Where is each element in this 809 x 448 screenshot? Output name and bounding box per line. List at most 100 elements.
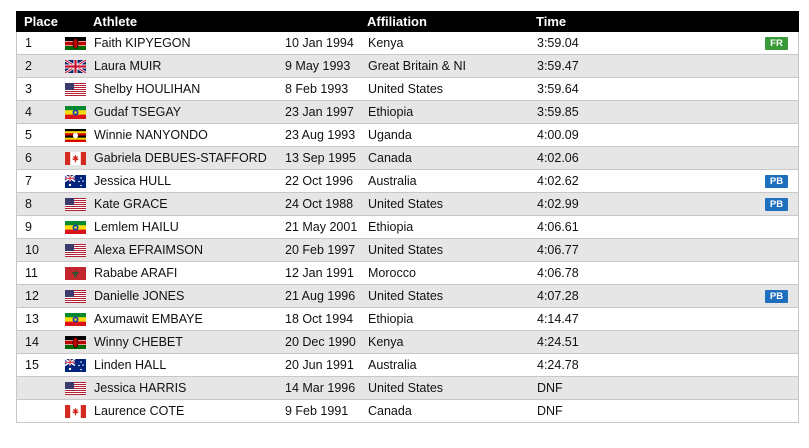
table-row: 10 Alexa EFRAIMSON 20 Feb 1997 United State… xyxy=(16,239,799,262)
athlete-name[interactable]: Danielle JONES xyxy=(94,289,185,303)
kenya-flag-icon xyxy=(65,336,86,349)
time-cell: 4:02.06 xyxy=(537,151,579,165)
athlete-name[interactable]: Axumawit EMBAYE xyxy=(94,312,203,326)
time-cell: 4:14.47 xyxy=(537,312,579,326)
place-cell: 6 xyxy=(25,151,32,165)
place-cell: 11 xyxy=(25,266,38,280)
time-cell: DNF xyxy=(537,381,563,395)
table-row: 11 Rababe ARAFI 12 Jan 1991 Morocco 4:06.78 xyxy=(16,262,799,285)
time-cell: 4:24.78 xyxy=(537,358,579,372)
affiliation-cell: Uganda xyxy=(368,128,412,142)
affiliation-cell: Kenya xyxy=(368,36,404,50)
affiliation-cell: Morocco xyxy=(368,266,416,280)
time-cell: 4:02.62 xyxy=(537,174,579,188)
ethiopia-flag-icon xyxy=(65,106,86,119)
place-cell: 14 xyxy=(25,335,39,349)
athlete-name[interactable]: Jessica HARRIS xyxy=(94,381,187,395)
table-row: 8 Kate GRACE 24 Oct 1988 United States 4:02.… xyxy=(16,193,799,216)
place-cell: 7 xyxy=(25,174,32,188)
athlete-name[interactable]: Alexa EFRAIMSON xyxy=(94,243,204,257)
table-row: 15 Linden HALL 20 Jun 1991 Australia 4:24.78 xyxy=(16,354,799,377)
morocco-flag-icon xyxy=(65,267,86,280)
table-row: 12 Danielle JONES 21 Aug 1996 United States… xyxy=(16,285,799,308)
ethiopia-flag-icon xyxy=(65,221,86,234)
affiliation-cell: Great Britain & NI xyxy=(368,59,466,73)
date-of-birth: 20 Feb 1997 xyxy=(285,243,356,257)
athlete-name[interactable]: Faith KIPYEGON xyxy=(94,36,191,50)
pb-badge: PB xyxy=(765,290,788,303)
results-table: Place Athlete Affiliation Time 1 Faith KI… xyxy=(16,11,799,423)
athlete-name[interactable]: Gudaf TSEGAY xyxy=(94,105,182,119)
header-athlete[interactable]: Athlete xyxy=(93,14,138,29)
great-britain-flag-icon xyxy=(65,60,86,73)
pb-badge: PB xyxy=(765,198,788,211)
table-row: 1 Faith KIPYEGON 10 Jan 1994 Kenya 3:59.04 FR xyxy=(16,32,799,55)
athlete-name[interactable]: Laurence COTE xyxy=(94,404,185,418)
place-cell: 5 xyxy=(25,128,32,142)
place-cell: 3 xyxy=(25,82,32,96)
time-cell: 4:00.09 xyxy=(537,128,579,142)
place-cell: 10 xyxy=(25,243,39,257)
affiliation-cell: United States xyxy=(368,243,444,257)
athlete-name[interactable]: Gabriela DEBUES-STAFFORD xyxy=(94,151,267,165)
table-row: Jessica HARRIS 14 Mar 1996 United States DN… xyxy=(16,377,799,400)
affiliation-cell: Ethiopia xyxy=(368,220,414,234)
affiliation-cell: United States xyxy=(368,381,444,395)
table-row: 3 Shelby HOULIHAN 8 Feb 1993 United States 3… xyxy=(16,78,799,101)
canada-flag-icon xyxy=(65,152,86,165)
date-of-birth: 14 Mar 1996 xyxy=(285,381,356,395)
date-of-birth: 20 Jun 1991 xyxy=(285,358,354,372)
athlete-name[interactable]: Linden HALL xyxy=(94,358,167,372)
table-row: 7 Jessica HULL 22 Oct 1996 Australia 4:02.62… xyxy=(16,170,799,193)
table-row: 4 Gudaf TSEGAY 23 Jan 1997 Ethiopia 3:59.85 xyxy=(16,101,799,124)
time-cell: 4:06.78 xyxy=(537,266,579,280)
time-cell: 4:24.51 xyxy=(537,335,579,349)
athlete-name[interactable]: Shelby HOULIHAN xyxy=(94,82,201,96)
time-cell: 4:02.99 xyxy=(537,197,579,211)
place-cell: 8 xyxy=(25,197,32,211)
affiliation-cell: United States xyxy=(368,197,444,211)
usa-flag-icon xyxy=(65,244,86,257)
table-row: 14 Winny CHEBET 20 Dec 1990 Kenya 4:24.51 xyxy=(16,331,799,354)
athlete-name[interactable]: Kate GRACE xyxy=(94,197,168,211)
athlete-name[interactable]: Laura MUIR xyxy=(94,59,162,73)
affiliation-cell: Canada xyxy=(368,151,412,165)
place-cell: 13 xyxy=(25,312,39,326)
affiliation-cell: Kenya xyxy=(368,335,404,349)
place-cell: 2 xyxy=(25,59,32,73)
affiliation-cell: Ethiopia xyxy=(368,312,414,326)
time-cell: 4:06.61 xyxy=(537,220,579,234)
affiliation-cell: Australia xyxy=(368,358,417,372)
athlete-name[interactable]: Winny CHEBET xyxy=(94,335,183,349)
header-affiliation[interactable]: Affiliation xyxy=(367,14,427,29)
athlete-name[interactable]: Jessica HULL xyxy=(94,174,172,188)
place-cell: 15 xyxy=(25,358,39,372)
affiliation-cell: United States xyxy=(368,82,444,96)
athlete-name[interactable]: Rababe ARAFI xyxy=(94,266,178,280)
uganda-flag-icon xyxy=(65,129,86,142)
athlete-name[interactable]: Lemlem HAILU xyxy=(94,220,179,234)
fr-badge: FR xyxy=(765,37,788,50)
date-of-birth: 10 Jan 1994 xyxy=(285,36,354,50)
usa-flag-icon xyxy=(65,83,86,96)
date-of-birth: 8 Feb 1993 xyxy=(285,82,349,96)
header-time[interactable]: Time xyxy=(536,14,567,29)
athlete-name[interactable]: Winnie NANYONDO xyxy=(94,128,208,142)
date-of-birth: 24 Oct 1988 xyxy=(285,197,354,211)
place-cell: 1 xyxy=(25,36,32,50)
table-row: 9 Lemlem HAILU 21 May 2001 Ethiopia 4:06.61 xyxy=(16,216,799,239)
pb-badge: PB xyxy=(765,175,788,188)
table-row: 2 Laura MUIR 9 May 1993 Great Britain & NI 3… xyxy=(16,55,799,78)
date-of-birth: 23 Aug 1993 xyxy=(285,128,356,142)
affiliation-cell: Ethiopia xyxy=(368,105,414,119)
time-cell: 3:59.04 xyxy=(537,36,579,50)
date-of-birth: 13 Sep 1995 xyxy=(285,151,356,165)
date-of-birth: 21 Aug 1996 xyxy=(285,289,356,303)
date-of-birth: 21 May 2001 xyxy=(285,220,358,234)
place-cell: 12 xyxy=(25,289,39,303)
time-cell: 3:59.47 xyxy=(537,59,579,73)
header-place[interactable]: Place xyxy=(24,14,58,29)
date-of-birth: 9 Feb 1991 xyxy=(285,404,349,418)
time-cell: 4:06.77 xyxy=(537,243,579,257)
australia-flag-icon xyxy=(65,175,86,188)
